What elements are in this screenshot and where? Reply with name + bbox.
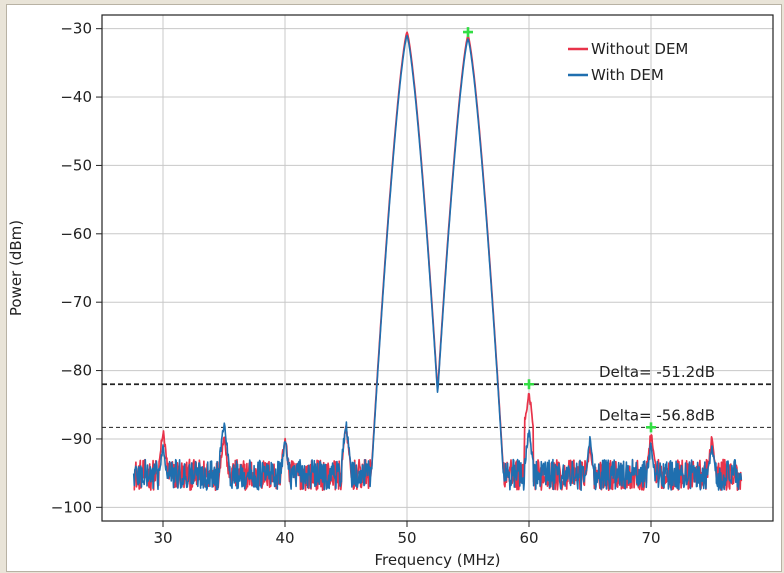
chart-figure: Delta= -51.2dB Delta= -56.8dB 30 40 50 60 70 …	[6, 4, 782, 572]
series-line	[132, 34, 743, 491]
y-axis-label: Power (dBm)	[7, 220, 25, 316]
legend-label: With DEM	[591, 66, 664, 84]
peak-marker	[463, 27, 473, 38]
y-tick-label: −90	[60, 430, 92, 448]
delta-label: Delta= -56.8dB	[599, 406, 715, 424]
x-tick-label: 40	[275, 529, 294, 547]
y-tick-label: −60	[60, 225, 92, 243]
grid	[102, 15, 773, 521]
x-tick-label: 50	[397, 529, 416, 547]
x-tick-label: 70	[641, 529, 660, 547]
x-tick-label: 30	[153, 529, 172, 547]
y-tick-label: −40	[60, 88, 92, 106]
legend-label: Without DEM	[591, 40, 688, 58]
plot-frame	[101, 14, 774, 522]
legend: Without DEM With DEM	[568, 40, 688, 84]
y-tick-label: −50	[60, 156, 92, 174]
y-tick-label: −30	[60, 20, 92, 38]
peak-marker	[524, 379, 534, 390]
y-tick-label: −70	[60, 293, 92, 311]
y-tick-label: −80	[60, 362, 92, 380]
x-axis-ticks: 30 40 50 60 70	[153, 521, 661, 547]
x-tick-label: 60	[519, 529, 538, 547]
series-lines	[132, 31, 743, 492]
y-axis-ticks: −30 −40 −50 −60 −70 −80 −90 −100	[51, 20, 102, 516]
delta-label: Delta= -51.2dB	[599, 363, 715, 381]
peak-markers	[463, 27, 656, 433]
reference-lines: Delta= -51.2dB Delta= -56.8dB	[102, 363, 773, 428]
y-tick-label: −100	[51, 498, 92, 516]
x-axis-label: Frequency (MHz)	[374, 551, 500, 569]
peak-marker	[646, 422, 656, 433]
